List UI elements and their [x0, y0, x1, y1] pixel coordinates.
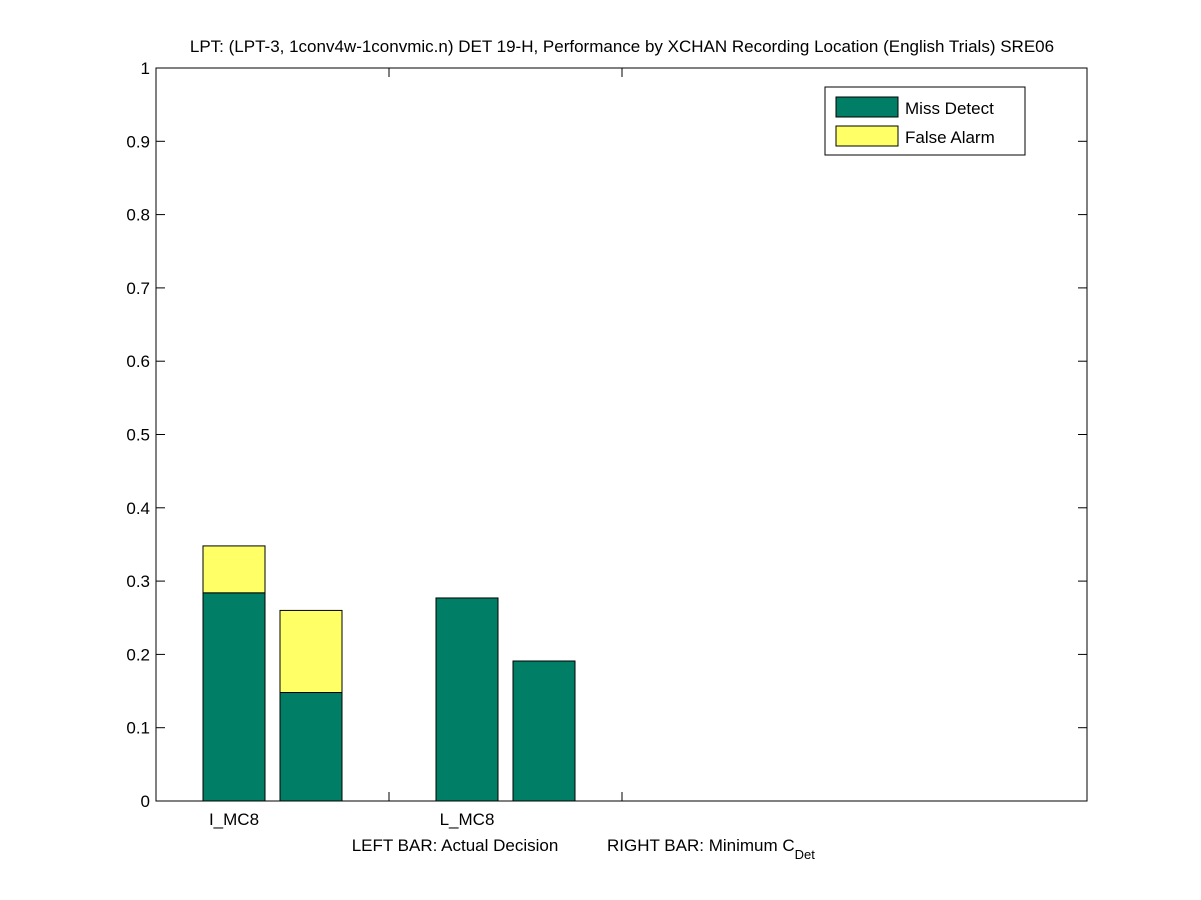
- bar-miss-detect: [202, 592, 266, 802]
- chart-title: LPT: (LPT-3, 1conv4w-1convmic.n) DET 19-…: [190, 37, 1054, 56]
- bar-false-alarm: [279, 609, 343, 694]
- x-tick-label: L_MC8: [440, 810, 495, 829]
- y-tick-label: 0.2: [126, 645, 150, 664]
- legend-swatch-miss-detect: [835, 96, 899, 118]
- y-tick-label: 1: [141, 59, 150, 78]
- x-axis-ticks: I_MC8 L_MC8: [209, 68, 623, 829]
- y-tick-label: 0.8: [126, 206, 150, 225]
- y-axis-ticks: 0 0.1 0.2 0.3 0.4 0.5 0.6 0.7 0.8 0.9 1: [126, 59, 1087, 811]
- y-tick-label: 0.9: [126, 132, 150, 151]
- x-axis-label: LEFT BAR: Actual Decision RIGHT BAR: Min…: [352, 836, 816, 862]
- y-tick-label: 0.5: [126, 426, 150, 445]
- bar-miss-detect: [512, 660, 576, 802]
- bar-miss-detect: [435, 597, 499, 802]
- x-axis-label-right-main: RIGHT BAR: Minimum C: [607, 836, 795, 855]
- y-tick-label: 0.6: [126, 352, 150, 371]
- x-axis-label-right: RIGHT BAR: Minimum CDet: [607, 836, 815, 862]
- legend-label-miss-detect: Miss Detect: [905, 99, 994, 118]
- x-axis-label-right-subscript: Det: [795, 847, 816, 862]
- y-tick-label: 0: [141, 792, 150, 811]
- y-tick-label: 0.3: [126, 572, 150, 591]
- bar-false-alarm: [202, 545, 266, 594]
- x-tick-label: I_MC8: [209, 810, 259, 829]
- y-tick-label: 0.7: [126, 279, 150, 298]
- legend: Miss Detect False Alarm: [824, 86, 1026, 156]
- legend-label-false-alarm: False Alarm: [905, 128, 995, 147]
- bars: [202, 545, 576, 802]
- bar-miss-detect: [279, 692, 343, 802]
- x-axis-label-left: LEFT BAR: Actual Decision: [352, 836, 559, 855]
- y-tick-label: 0.1: [126, 719, 150, 738]
- y-tick-label: 0.4: [126, 499, 150, 518]
- plot-frame: [155, 67, 1088, 802]
- legend-swatch-false-alarm: [835, 125, 899, 147]
